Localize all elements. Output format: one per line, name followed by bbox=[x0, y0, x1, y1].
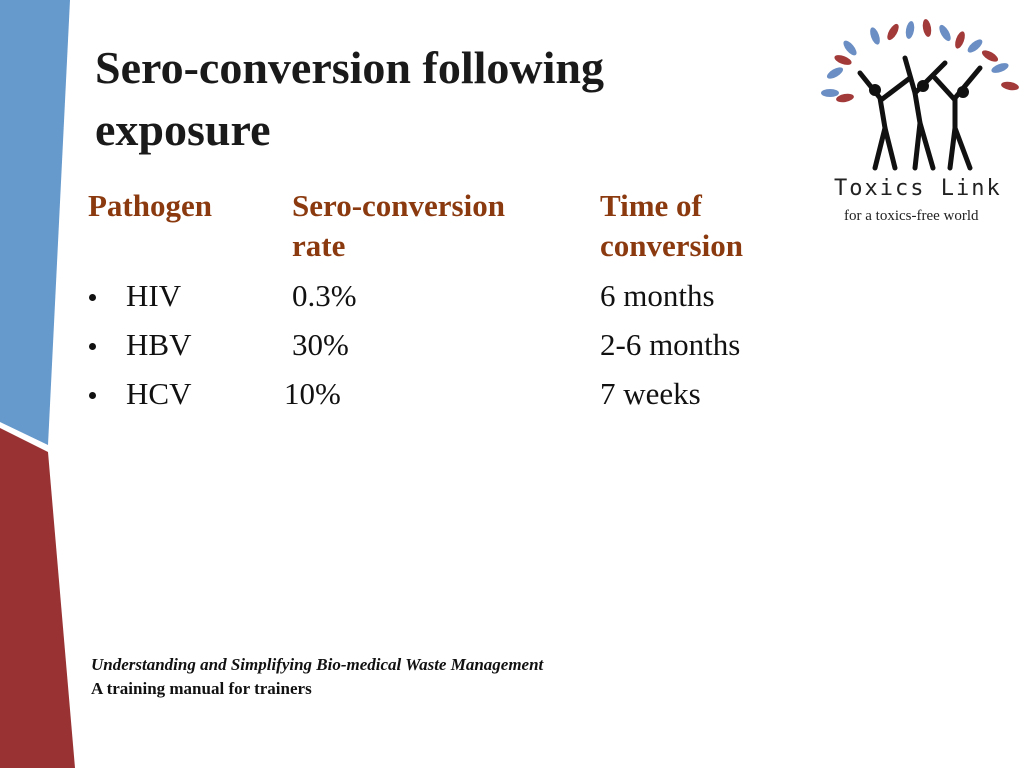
logo-name: Toxics Link bbox=[834, 176, 1002, 201]
bullet bbox=[89, 343, 96, 350]
bullet bbox=[89, 392, 96, 399]
table-cell: 10% bbox=[284, 376, 341, 411]
table-cell: 2-6 months bbox=[600, 327, 741, 362]
table-cell: 6 months bbox=[600, 278, 715, 313]
table-cell: 30% bbox=[292, 327, 349, 362]
blue-band bbox=[0, 0, 70, 445]
side-decoration bbox=[0, 0, 75, 768]
column-header: Sero-conversion bbox=[292, 188, 505, 223]
logo-tagline: for a toxics-free world bbox=[844, 208, 979, 224]
column-header: Time of bbox=[600, 188, 702, 223]
red-band bbox=[0, 428, 75, 768]
table-cell: 0.3% bbox=[292, 278, 357, 313]
logo-tree bbox=[821, 19, 1019, 171]
title-line: Sero-conversion following bbox=[95, 42, 604, 93]
table-cell: HBV bbox=[126, 327, 192, 362]
table-cell: 7 weeks bbox=[600, 376, 701, 411]
column-header: Pathogen bbox=[88, 188, 212, 223]
column-header: rate bbox=[292, 228, 346, 263]
table-cell: HCV bbox=[126, 376, 192, 411]
table-cell: HIV bbox=[126, 278, 182, 313]
column-header: conversion bbox=[600, 228, 743, 263]
footer-line: Understanding and Simplifying Bio-medica… bbox=[91, 655, 544, 674]
footer-line: A training manual for trainers bbox=[91, 679, 312, 698]
title-line: exposure bbox=[95, 104, 271, 155]
bullet bbox=[89, 294, 96, 301]
